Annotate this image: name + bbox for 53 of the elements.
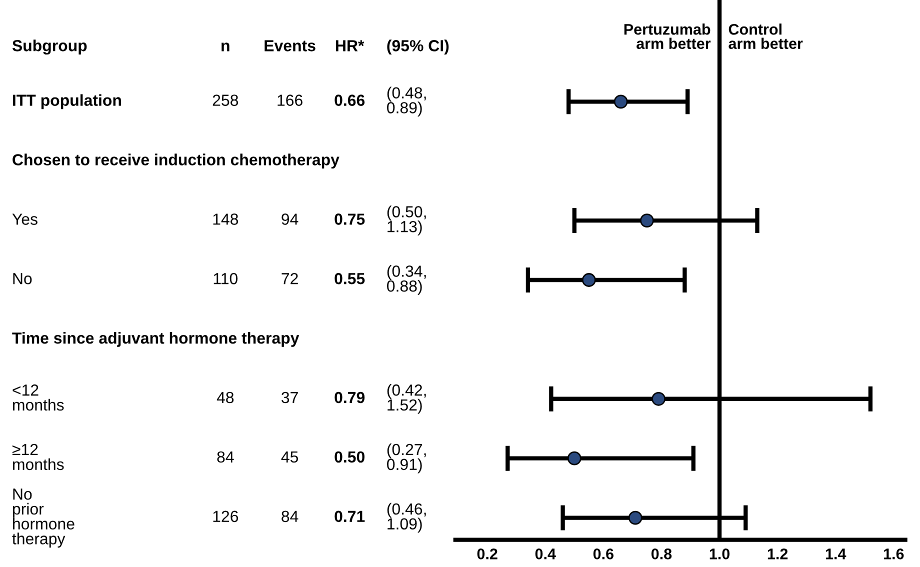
point [614,94,628,109]
text: 48 [216,392,234,404]
text: Pertuzumab arm better [624,24,711,50]
point [640,214,654,228]
point [567,451,582,466]
data-label: 0.50 [334,451,364,463]
x-tick-label: 0.6 [593,548,614,560]
data-label: 0.55 [334,272,365,284]
point [652,392,666,406]
text: 126 [213,510,238,522]
text: n [222,42,230,52]
text: 37 [282,392,298,404]
y-tick-label: Yes [12,214,38,225]
text: (0.42, 1.52) [387,384,426,414]
data-label: 0.75 [334,214,365,225]
y-tick-label: No [13,273,32,284]
point [582,273,596,287]
text: 45 [281,451,298,463]
text: (0.46, 1.09) [387,502,426,533]
x-tick-label: 0.2 [477,548,498,560]
text: Control arm better [728,24,803,50]
y-tick-label: Chosen to receive induction chemotherapy [12,154,340,169]
y-tick-label: ≥12 months [12,444,64,470]
y-tick-label: No prior hormone therapy [12,488,74,548]
y-tick-label: <12 months [12,384,64,411]
x-tick-label: 0.4 [535,548,556,560]
point [628,510,642,525]
text: (0.34, 0.88) [387,265,426,295]
text: 258 [212,94,238,106]
text: 166 [278,94,302,106]
text: HR* [336,40,364,52]
text: (95% CI) [387,40,449,55]
x-tick-label: 1.2 [768,548,788,560]
text: 84 [282,510,298,522]
text: (0.27, 0.91) [387,443,426,474]
text: 110 [214,272,238,284]
x-tick-label: 1.6 [884,548,904,560]
text: 72 [282,272,298,284]
text: Events [264,40,316,52]
text: 148 [213,214,238,225]
x-tick-label: 1.0 [710,548,730,560]
y-tick-label: ITT population [13,94,121,110]
text: (0.48, 0.89) [387,86,426,117]
data-label: 0.79 [334,392,365,404]
text: 84 [217,451,234,463]
data-label: 0.71 [334,510,365,522]
data-label: 0.66 [334,94,365,106]
text: Subgroup [12,40,87,55]
x-tick-label: 0.8 [651,548,672,560]
x-tick-label: 1.4 [826,548,846,560]
text: (0.50, 1.13) [387,206,426,236]
text: 94 [282,214,298,225]
y-tick-label: Time since adjuvant hormone therapy [12,332,300,347]
